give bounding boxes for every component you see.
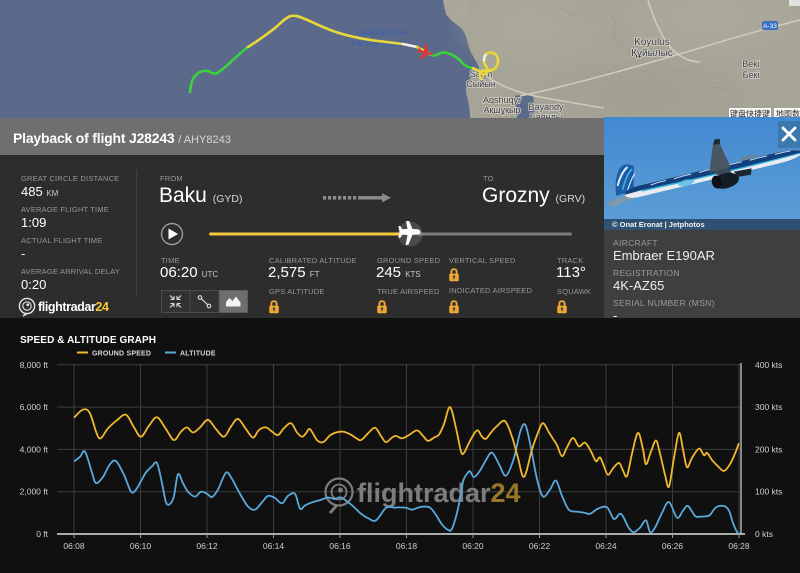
svg-text:06:28: 06:28 (728, 541, 750, 551)
svg-text:键盘快捷键: 键盘快捷键 (730, 109, 770, 119)
svg-text:06:24: 06:24 (595, 541, 617, 551)
svg-text:2,000 ft: 2,000 ft (20, 487, 49, 497)
svg-text:Баянлы: Баянлы (530, 112, 562, 118)
svg-text:Сыйын: Сыйын (466, 79, 495, 89)
svg-text:地图数: 地图数 (776, 109, 800, 119)
svg-text:06:26: 06:26 (662, 541, 684, 551)
svg-text:Bayandy: Bayandy (528, 102, 564, 112)
svg-text:06:22: 06:22 (529, 541, 551, 551)
svg-text:100 kts: 100 kts (755, 487, 782, 497)
svg-text:400 kts: 400 kts (755, 360, 782, 370)
svg-text:300 kts: 300 kts (755, 402, 782, 412)
svg-text:06:20: 06:20 (462, 541, 484, 551)
svg-text:06:10: 06:10 (130, 541, 152, 551)
svg-text:0 kts: 0 kts (755, 529, 773, 539)
svg-text:8,000 ft: 8,000 ft (20, 360, 49, 370)
svg-text:Каспий теңізі: Каспий теңізі (351, 38, 405, 48)
svg-text:06:08: 06:08 (63, 541, 85, 551)
svg-text:06:16: 06:16 (329, 541, 351, 551)
svg-text:Бекі: Бекі (743, 70, 760, 80)
svg-text:06:18: 06:18 (396, 541, 418, 551)
svg-text:SPEED & ALTITUDE GRAPH: SPEED & ALTITUDE GRAPH (20, 335, 156, 346)
svg-text:200 kts: 200 kts (755, 444, 782, 454)
svg-text:A-33: A-33 (763, 23, 777, 30)
svg-text:flightradar24: flightradar24 (38, 300, 109, 314)
svg-text:06:12: 06:12 (196, 541, 218, 551)
svg-text:Құйылыс: Құйылыс (631, 48, 673, 59)
svg-text:flightradar24: flightradar24 (357, 478, 521, 508)
svg-text:Beki: Beki (742, 59, 760, 69)
svg-text:GROUND SPEED: GROUND SPEED (92, 351, 151, 358)
svg-text:ALTITUDE: ALTITUDE (180, 351, 216, 358)
svg-text:6,000 ft: 6,000 ft (20, 402, 49, 412)
svg-text:Koyulus: Koyulus (634, 37, 670, 48)
svg-text:06:14: 06:14 (263, 541, 285, 551)
svg-text:4,000 ft: 4,000 ft (20, 444, 49, 454)
svg-text:Ақшұқыр: Ақшұқыр (483, 105, 520, 115)
svg-text:Aqshuqyr: Aqshuqyr (483, 95, 521, 105)
svg-text:© Onat Eronat | Jetphotos: © Onat Eronat | Jetphotos (612, 220, 705, 229)
svg-text:0 ft: 0 ft (36, 529, 48, 539)
svg-text:Caspian Sea: Caspian Sea (356, 27, 408, 37)
